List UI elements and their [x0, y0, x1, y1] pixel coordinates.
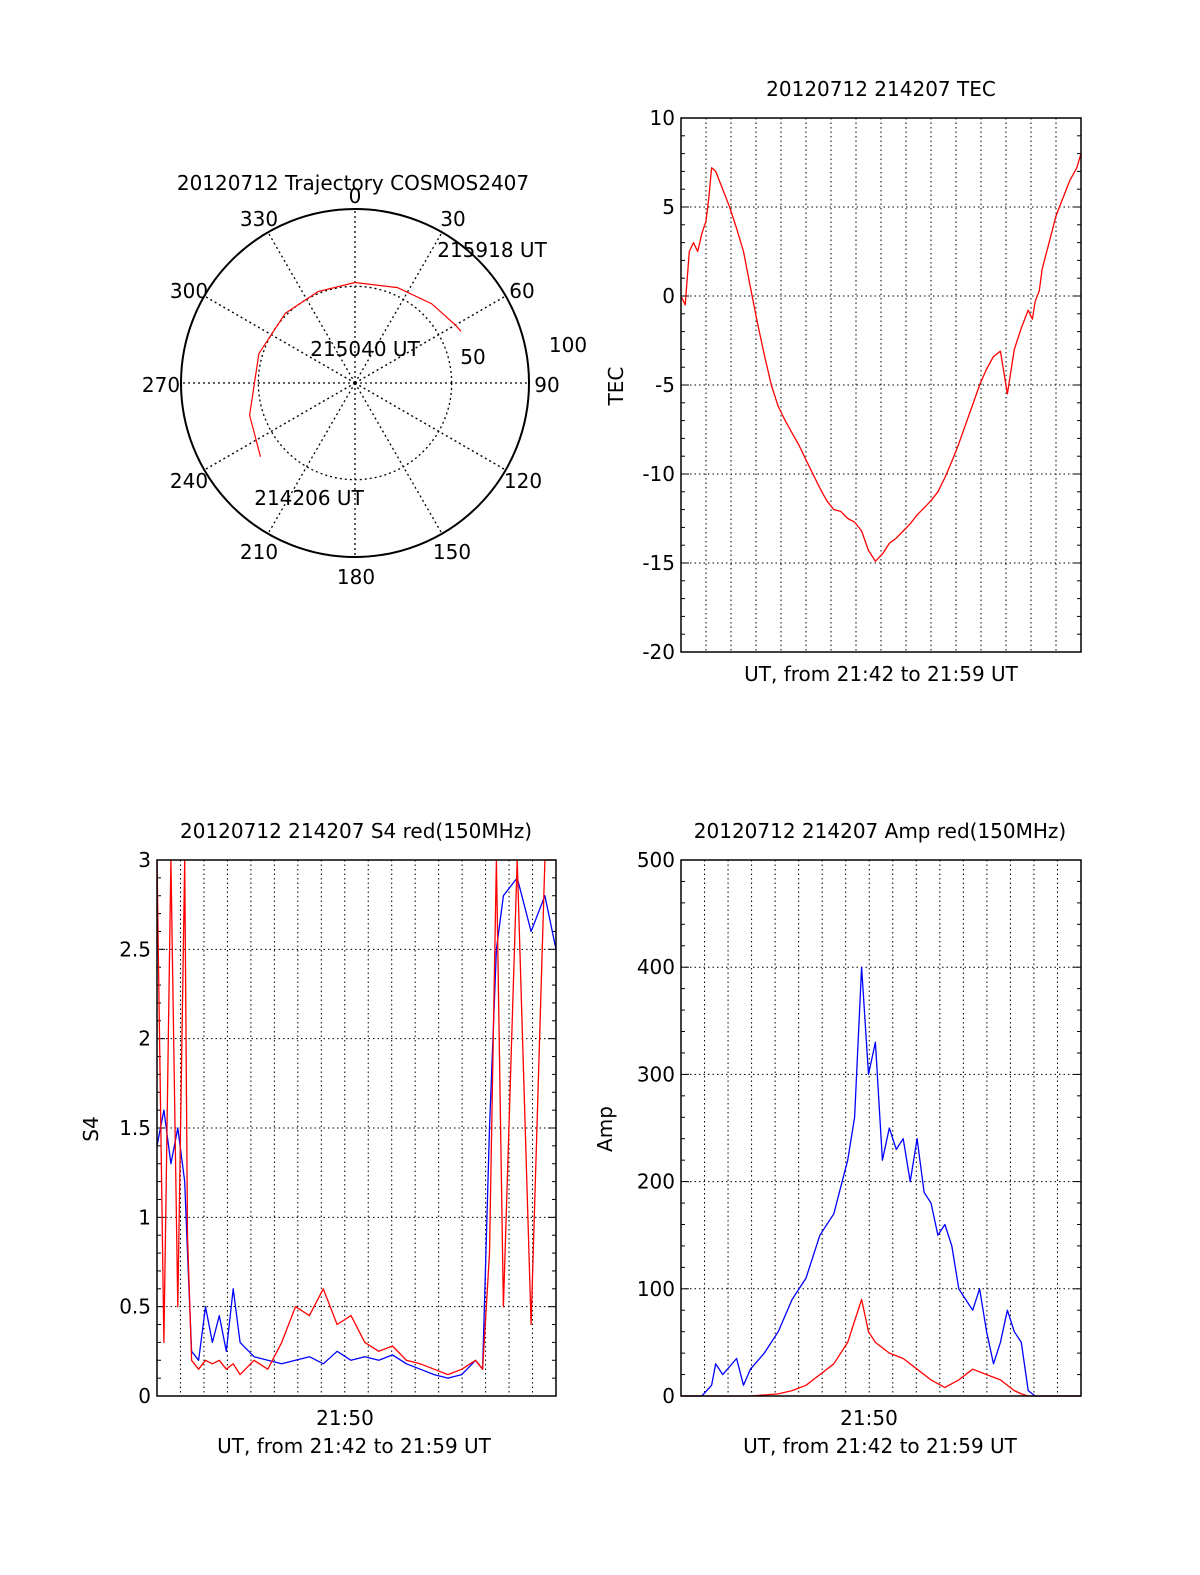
polar-angle-label: 210: [240, 540, 278, 564]
y-tick-label: 5: [662, 195, 675, 219]
polar-angle-label: 180: [337, 565, 375, 589]
polar-angle-label: 270: [142, 373, 180, 397]
polar-grid: [180, 208, 530, 558]
polar-angle-label: 30: [440, 207, 465, 231]
y-tick-labels: 500 400 300 200 100 0: [637, 848, 675, 1408]
y-tick-label: 500: [637, 848, 675, 872]
series-line: [681, 966, 1081, 1397]
series-line: [156, 859, 556, 1376]
polar-radius-label: 100: [549, 333, 587, 357]
polar-title: 20120712 Trajectory COSMOS2407: [177, 171, 529, 195]
tec-ylabel: TEC: [604, 367, 628, 407]
y-tick-labels: 3 2.5 2 1.5 1 0.5 0: [119, 848, 151, 1408]
polar-spoke: [354, 295, 507, 384]
polar-trajectory-chart: 20120712 Trajectory COSMOS2407 0 30 60 90 12…: [142, 171, 587, 589]
amp-xtick-label: 21:50: [840, 1406, 898, 1430]
grid: [157, 859, 556, 1397]
grid: [681, 117, 1081, 653]
s4-ylabel: S4: [79, 1116, 103, 1141]
y-tick-label: 3: [138, 848, 151, 872]
y-tick-label: 0: [138, 1384, 151, 1408]
polar-spoke: [203, 295, 356, 384]
amp-chart: 20120712 214207 Amp red(150MHz) 21:50 UT…: [593, 819, 1082, 1458]
y-tick-label: 0.5: [119, 1295, 151, 1319]
polar-angle-labels: 0 30 60 90 120 150 180 210 240 270 300 330: [142, 184, 560, 589]
polar-time-annotation: 214206 UT: [254, 486, 364, 510]
polar-spoke: [354, 231, 443, 384]
polar-angle-label: 330: [240, 207, 278, 231]
polar-spoke: [354, 382, 443, 535]
y-tick-label: 10: [650, 106, 675, 130]
plot-frame: [680, 117, 1082, 653]
y-tick-label: -15: [642, 551, 675, 575]
y-tick-labels: 10 5 0 -5 -10 -15 -20: [642, 106, 675, 664]
polar-angle-label: 120: [504, 469, 542, 493]
y-tick-label: -5: [655, 373, 675, 397]
grid: [681, 859, 1081, 1397]
series-group: [156, 859, 557, 1379]
amp-title: 20120712 214207 Amp red(150MHz): [694, 819, 1066, 843]
plot-frame: [680, 859, 1082, 1397]
polar-spoke: [267, 382, 356, 535]
y-tick-label: -10: [642, 462, 675, 486]
plot-frame: [156, 859, 557, 1397]
polar-trajectory-line: [248, 281, 462, 457]
polar-outer-circle: [180, 208, 530, 558]
tec-title: 20120712 214207 TEC: [766, 77, 996, 101]
polar-time-annotation: 215040 UT: [310, 337, 420, 361]
polar-angle-label: 60: [509, 279, 534, 303]
y-tick-label: 2: [138, 1027, 151, 1051]
series-line: [680, 153, 1082, 562]
tec-chart: 20120712 214207 TEC UT, from 21:42 to 21…: [604, 77, 1082, 686]
polar-angle-label: 90: [534, 373, 559, 397]
y-tick-label: 0: [662, 1384, 675, 1408]
s4-title: 20120712 214207 S4 red(150MHz): [180, 819, 532, 843]
s4-xlabel: UT, from 21:42 to 21:59 UT: [217, 1434, 492, 1458]
polar-angle-label: 240: [170, 469, 208, 493]
polar-spoke: [267, 231, 356, 384]
y-tick-label: -20: [642, 640, 675, 664]
polar-spoke: [354, 382, 507, 471]
polar-radius-label: 50: [460, 345, 485, 369]
y-tick-label: 1.5: [119, 1116, 151, 1140]
polar-time-annotation: 215918 UT: [437, 238, 547, 262]
polar-radius-labels: 50 100: [460, 333, 587, 369]
series-group: [680, 153, 1082, 562]
y-tick-label: 300: [637, 1062, 675, 1086]
s4-xtick-label: 21:50: [316, 1406, 374, 1430]
polar-spoke: [203, 382, 356, 471]
y-tick-label: 200: [637, 1170, 675, 1194]
polar-angle-label: 0: [349, 184, 362, 208]
y-tick-label: 400: [637, 955, 675, 979]
y-tick-label: 2.5: [119, 937, 151, 961]
series-line: [681, 1298, 1081, 1397]
polar-annotations: 214206 UT 215040 UT 215918 UT: [254, 238, 547, 510]
s4-chart: 20120712 214207 S4 red(150MHz) 21:50 UT,…: [79, 819, 557, 1458]
y-tick-label: 100: [637, 1277, 675, 1301]
amp-ylabel: Amp: [593, 1106, 617, 1152]
polar-angle-label: 300: [170, 279, 208, 303]
series-line: [156, 877, 557, 1379]
polar-trajectory-series: [248, 281, 462, 457]
amp-xlabel: UT, from 21:42 to 21:59 UT: [743, 1434, 1018, 1458]
y-tick-label: 0: [662, 284, 675, 308]
y-tick-label: 1: [138, 1205, 151, 1229]
tec-xlabel: UT, from 21:42 to 21:59 UT: [744, 662, 1019, 686]
polar-angle-label: 150: [433, 540, 471, 564]
series-group: [681, 966, 1081, 1397]
